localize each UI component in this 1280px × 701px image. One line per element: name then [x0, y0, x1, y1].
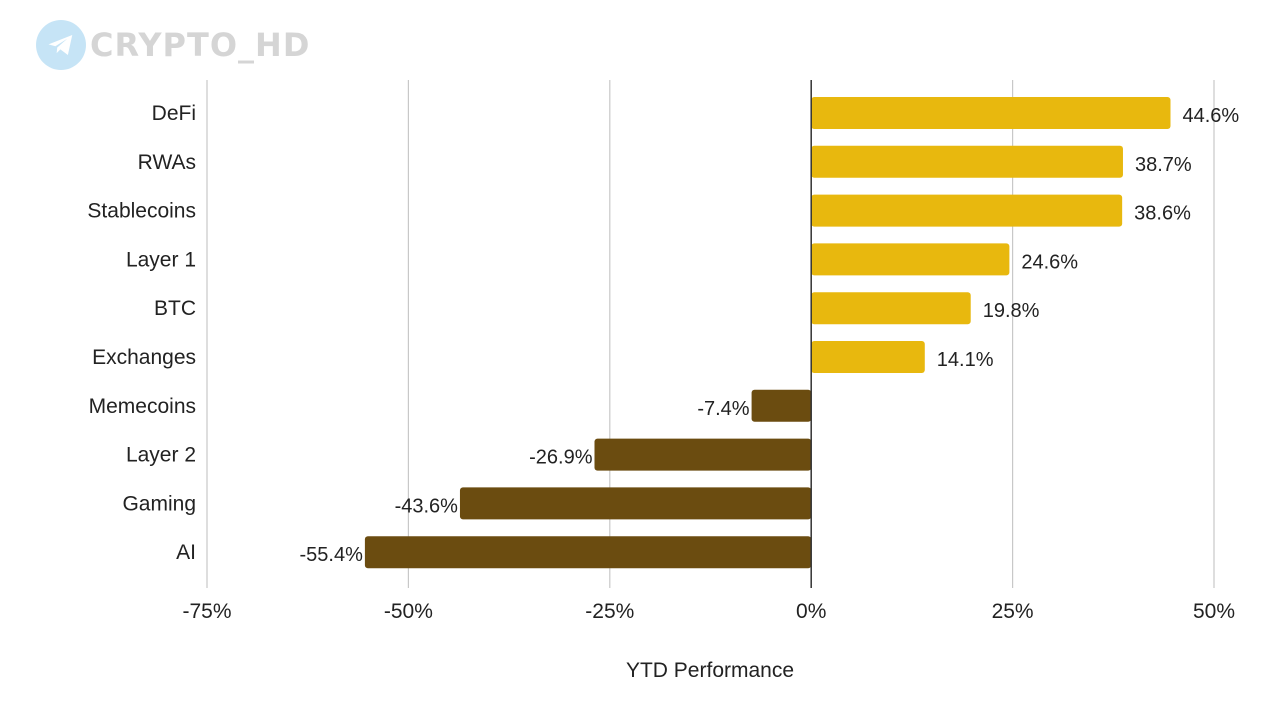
value-label: 24.6% — [1021, 251, 1078, 273]
bar — [811, 243, 1010, 276]
bar — [751, 389, 812, 422]
category-label: Layer 1 — [126, 248, 196, 271]
watermark: CRYPTO_HD — [36, 20, 310, 70]
bar — [364, 536, 812, 569]
category-label: Memecoins — [89, 395, 196, 418]
value-label: 38.6% — [1134, 203, 1191, 225]
category-label: Stablecoins — [87, 200, 196, 223]
telegram-icon — [36, 20, 86, 70]
category-label: Gaming — [122, 492, 196, 515]
x-tick-labels: -75% -50% -25% 0% 25% 50% — [182, 600, 1235, 623]
value-label: 38.7% — [1135, 154, 1192, 176]
x-axis-title: YTD Performance — [626, 659, 794, 682]
value-label: -43.6% — [395, 495, 459, 517]
bar — [459, 487, 812, 520]
x-tick-label: -50% — [384, 600, 433, 623]
bar — [811, 145, 1123, 178]
value-label: 14.1% — [937, 349, 994, 371]
bar — [811, 97, 1171, 129]
category-label: AI — [176, 541, 196, 564]
bar — [811, 194, 1123, 227]
value-label: -26.9% — [529, 447, 593, 469]
value-label: 19.8% — [983, 300, 1040, 322]
value-label: -55.4% — [300, 544, 364, 566]
bars — [364, 97, 1171, 569]
x-tick-label: -75% — [182, 600, 231, 623]
category-label: Exchanges — [92, 346, 196, 369]
x-tick-label: 50% — [1193, 600, 1235, 623]
x-tick-label: -25% — [585, 600, 634, 623]
value-label: -7.4% — [697, 398, 749, 420]
category-label: BTC — [154, 297, 196, 320]
category-label: Layer 2 — [126, 444, 196, 467]
bar — [811, 292, 971, 325]
x-tick-label: 0% — [796, 600, 826, 623]
watermark-text: CRYPTO_HD — [90, 26, 311, 64]
category-label: RWAs — [138, 151, 196, 174]
x-tick-label: 25% — [992, 600, 1034, 623]
bar — [594, 438, 812, 471]
category-labels: DeFi RWAs Stablecoins Layer 1 BTC Exchanges Me… — [87, 102, 196, 564]
bar — [811, 341, 925, 373]
value-label: 44.6% — [1182, 105, 1239, 127]
value-labels: 44.6% 38.7% 38.6% 24.6% 19.8% 14.1% -7.4% -26.9… — [300, 105, 1240, 566]
category-label: DeFi — [152, 102, 196, 125]
